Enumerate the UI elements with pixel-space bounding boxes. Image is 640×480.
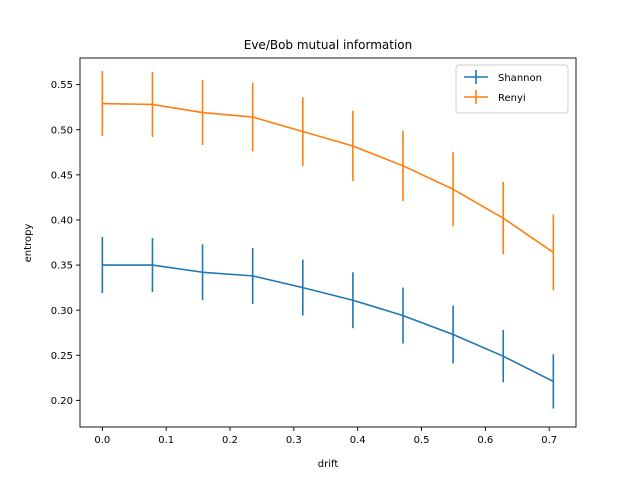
x-axis: 0.0 0.1 0.2 0.3 0.4 0.5 0.6 0.7 (94, 427, 557, 446)
x-tick-label: 0.1 (158, 435, 174, 446)
y-tick-label: 0.55 (51, 80, 73, 91)
y-tick-label: 0.50 (51, 125, 73, 136)
y-tick-label: 0.40 (51, 216, 73, 227)
x-tick-label: 0.0 (94, 435, 110, 446)
series-line-shannon (102, 264, 554, 383)
x-tick-label: 0.4 (350, 435, 366, 446)
x-tick-label: 0.5 (414, 435, 430, 446)
plot-area (79, 57, 577, 428)
x-tick-label: 0.3 (286, 435, 302, 446)
x-axis-label: drift (318, 459, 339, 470)
y-tick-label: 0.25 (51, 351, 73, 362)
x-tick-label: 0.7 (541, 435, 557, 446)
legend: Shannon Renyi (455, 64, 569, 114)
series-line-renyi (102, 102, 554, 254)
y-tick-label: 0.45 (51, 170, 73, 181)
legend-label-shannon: Shannon (498, 73, 542, 84)
x-tick-label: 0.2 (222, 435, 238, 446)
y-axis: 0.20 0.25 0.30 0.35 0.40 0.45 0.50 0.55 (51, 80, 80, 407)
x-tick-label: 0.6 (477, 435, 493, 446)
y-tick-label: 0.35 (51, 261, 73, 272)
chart-title: Eve/Bob mutual information (244, 38, 412, 52)
y-tick-label: 0.30 (51, 306, 73, 317)
axes-frame (79, 57, 577, 428)
legend-label-renyi: Renyi (498, 93, 526, 104)
y-tick-label: 0.20 (51, 396, 73, 407)
y-axis-label: entropy (23, 224, 34, 263)
